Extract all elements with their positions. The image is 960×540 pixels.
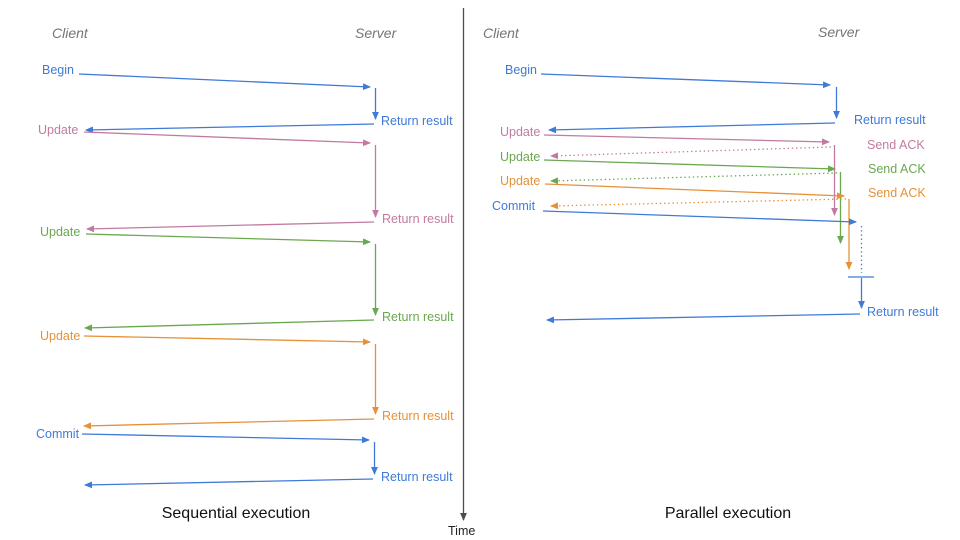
- sequential-begin-return-arrow: [85, 123, 375, 134]
- sequential-update1-request-arrow: [83, 131, 371, 147]
- sequential-update2-request-arrow: [85, 233, 371, 246]
- parallel-server-header: Server: [818, 24, 860, 40]
- parallel-update3-send-ack-label: Send ACK: [868, 186, 926, 200]
- sequential-begin-label: Begin: [42, 63, 74, 77]
- sequential-update2-return-arrow: [84, 319, 375, 332]
- parallel-commit-request-arrow: [542, 210, 857, 226]
- sequential-client-header: Client: [52, 25, 88, 41]
- sequential-commit-request-arrow: [81, 433, 370, 444]
- sequential-begin-return-result-label: Return result: [381, 114, 453, 128]
- sequential-update1-return-arrow: [86, 221, 375, 233]
- parallel-update1-send-ack-label: Send ACK: [867, 138, 925, 152]
- parallel-begin-request-arrow: [540, 73, 831, 89]
- parallel-commit-return-arrow: [546, 313, 861, 324]
- parallel-commit-return-result-label: Return result: [867, 305, 939, 319]
- sequential-update1-return-result-label: Return result: [382, 212, 454, 226]
- parallel-update3-request-arrow: [544, 183, 845, 200]
- parallel-update3-ack-arrow: [550, 198, 847, 210]
- parallel-execution-caption: Parallel execution: [664, 505, 792, 522]
- parallel-update1-ack-arrow: [550, 146, 832, 160]
- sequential-commit-return-result-label: Return result: [381, 470, 453, 484]
- time-axis-label: Time: [448, 524, 476, 538]
- parallel-update2-request-arrow: [543, 159, 836, 173]
- sequential-update3-label: Update: [40, 329, 81, 343]
- parallel-commit-label: Commit: [492, 199, 536, 213]
- sequential-update1-label: Update: [38, 123, 79, 137]
- sequential-begin-request-arrow: [78, 73, 371, 91]
- sequential-update2-return-result-label: Return result: [382, 310, 454, 324]
- parallel-update2-label: Update: [500, 150, 541, 164]
- sequential-update3-request-arrow: [83, 335, 371, 346]
- parallel-update3-label: Update: [500, 174, 541, 188]
- sequential-commit-return-arrow: [84, 478, 374, 489]
- parallel-begin-return-arrow: [548, 122, 836, 134]
- parallel-update2-send-ack-label: Send ACK: [868, 162, 926, 176]
- sequential-update2-label: Update: [40, 225, 81, 239]
- parallel-update1-request-arrow: [543, 134, 830, 146]
- parallel-update2-ack-arrow: [550, 172, 838, 185]
- sequential-update3-return-arrow: [83, 418, 375, 430]
- sequential-execution-caption: Sequential execution: [161, 505, 311, 522]
- parallel-begin-label: Begin: [505, 63, 537, 77]
- sequential-commit-label: Commit: [36, 427, 80, 441]
- parallel-client-header: Client: [483, 25, 519, 41]
- parallel-update1-label: Update: [500, 125, 541, 139]
- sequential-server-header: Server: [355, 25, 397, 41]
- sequential-update3-return-result-label: Return result: [382, 409, 454, 423]
- parallel-begin-return-result-label: Return result: [854, 113, 926, 127]
